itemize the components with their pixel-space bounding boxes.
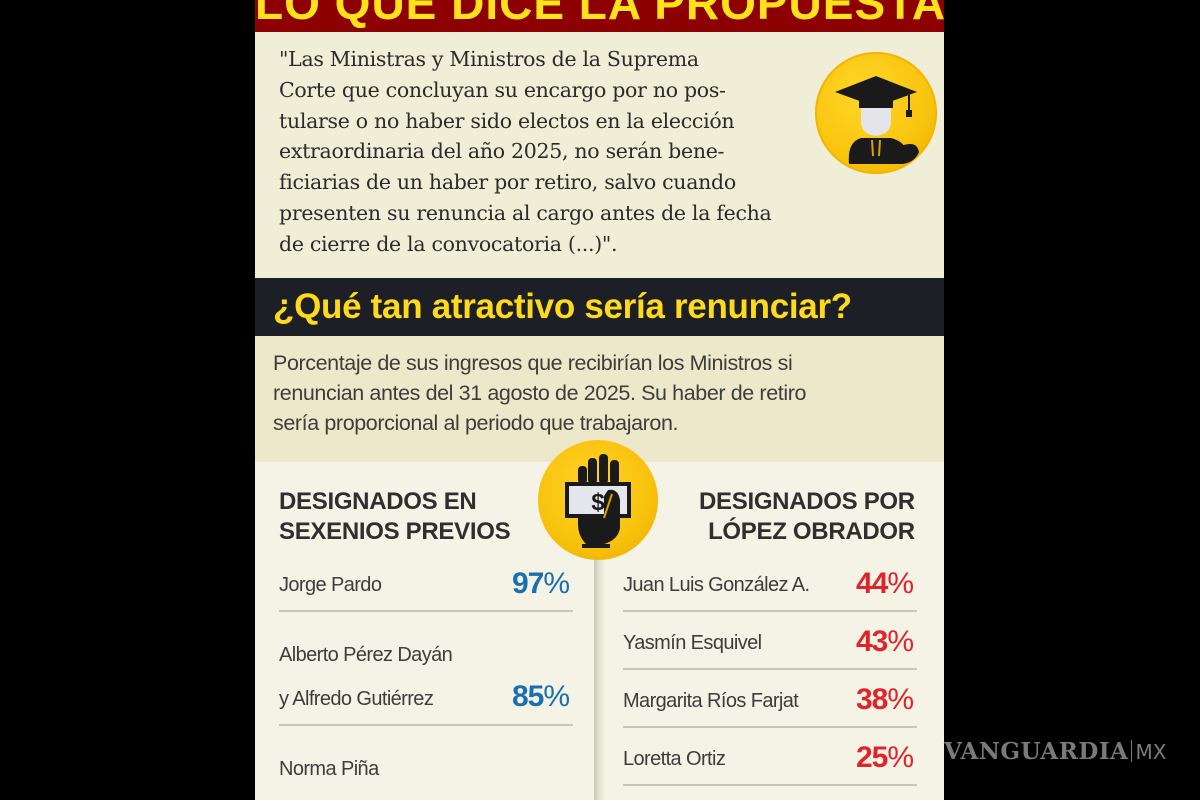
- left-heading-line: SEXENIOS PREVIOS: [279, 518, 511, 545]
- right-heading-line: DESIGNADOS POR: [699, 488, 915, 515]
- minister-name: Margarita Ríos Farjat: [623, 690, 799, 712]
- minister-name: Jorge Pardo: [279, 574, 382, 596]
- minister-name: Yasmín Esquivel: [623, 632, 762, 654]
- left-row-2: Alberto Pérez Dayán y Alfredo Gutiérrez …: [279, 634, 573, 726]
- proposal-header-title: LO QUE DICE LA PROPUESTA: [255, 0, 944, 29]
- watermark-brand: VANGUARDIA: [944, 738, 1129, 765]
- description-line: renuncian antes del 31 agosto de 2025. S…: [273, 381, 807, 405]
- vanguardia-watermark: VANGUARDIA MX: [944, 738, 1166, 768]
- left-row-3: Norma Piña: [279, 748, 573, 800]
- percentage-unit: %: [543, 567, 570, 600]
- percentage-value: 97: [511, 567, 544, 600]
- quote-line: de cierre de la convocatoria (...)".: [279, 231, 618, 256]
- left-column-heading: DESIGNADOS EN SEXENIOS PREVIOS: [279, 487, 511, 547]
- ministers-lists: $ DESIGNADOS EN SEXENIOS PREVIOS Jorge P…: [255, 440, 944, 800]
- question-title: ¿Qué tan atractivo sería renunciar?: [273, 287, 852, 326]
- minister-percentage: 43%: [855, 625, 914, 659]
- quote-line: Corte que concluyan su encargo por no po…: [279, 77, 726, 102]
- question-header: ¿Qué tan atractivo sería renunciar?: [255, 278, 944, 336]
- proposal-quote: "Las Ministras y Ministros de la Suprema…: [279, 44, 839, 260]
- right-row-4: Loretta Ortiz 25%: [623, 736, 917, 786]
- quote-line: extraordinaria del año 2025, no serán be…: [279, 139, 725, 164]
- column-divider: [594, 558, 606, 800]
- hand-money-icon: $: [538, 440, 658, 560]
- percentage-unit: %: [887, 567, 914, 600]
- watermark-suffix: MX: [1135, 740, 1167, 764]
- description-line: Porcentaje de sus ingresos que recibiría…: [273, 351, 793, 375]
- percentage-value: 44: [855, 567, 888, 600]
- right-row-3: Margarita Ríos Farjat 38%: [623, 678, 917, 728]
- minister-percentage: 44%: [855, 567, 914, 601]
- infographic-panel: LO QUE DICE LA PROPUESTA "Las Ministras …: [255, 0, 944, 800]
- minister-percentage: 25%: [855, 741, 914, 775]
- percentage-value: 85: [511, 680, 544, 713]
- percentage-unit: %: [543, 680, 570, 713]
- percentage-unit: %: [887, 741, 914, 774]
- minister-name: Norma Piña: [279, 758, 379, 780]
- svg-text:$: $: [591, 489, 605, 516]
- percentage-value: 43: [855, 625, 888, 658]
- quote-line: tularse o no haber sido electos en la el…: [279, 108, 735, 133]
- graduate-cap-icon: [815, 52, 937, 174]
- quote-line: ficiarias de un haber por retiro, salvo …: [279, 170, 736, 195]
- minister-percentage: 97%: [511, 567, 570, 601]
- proposal-quote-box: "Las Ministras y Ministros de la Suprema…: [255, 32, 944, 278]
- description-box: Porcentaje de sus ingresos que recibiría…: [255, 336, 944, 462]
- percentage-unit: %: [887, 625, 914, 658]
- minister-percentage: 38%: [855, 683, 914, 717]
- description-text: Porcentaje de sus ingresos que recibiría…: [273, 348, 933, 438]
- percentage-value: 25: [855, 741, 888, 774]
- minister-name: Alberto Pérez Dayán: [279, 644, 453, 666]
- quote-line: "Las Ministras y Ministros de la Suprema: [279, 47, 699, 71]
- minister-name: y Alfredo Gutiérrez: [279, 688, 434, 710]
- left-row-1: Jorge Pardo 97%: [279, 562, 573, 612]
- left-heading-line: DESIGNADOS EN: [279, 488, 477, 515]
- right-column-heading: DESIGNADOS POR LÓPEZ OBRADOR: [699, 487, 915, 547]
- quote-line: presenten su renuncia al cargo antes de …: [279, 200, 772, 225]
- minister-name: Loretta Ortiz: [623, 748, 726, 770]
- proposal-header: LO QUE DICE LA PROPUESTA: [255, 0, 944, 32]
- right-row-2: Yasmín Esquivel 43%: [623, 620, 917, 670]
- percentage-value: 38: [855, 683, 888, 716]
- minister-name: Juan Luis González A.: [623, 574, 810, 596]
- minister-percentage: 85%: [511, 680, 570, 714]
- right-heading-line: LÓPEZ OBRADOR: [708, 518, 915, 545]
- watermark-separator: [1131, 740, 1133, 762]
- description-line: sería proporcional al periodo que trabaj…: [273, 411, 679, 435]
- percentage-unit: %: [887, 683, 914, 716]
- right-row-1: Juan Luis González A. 44%: [623, 562, 917, 612]
